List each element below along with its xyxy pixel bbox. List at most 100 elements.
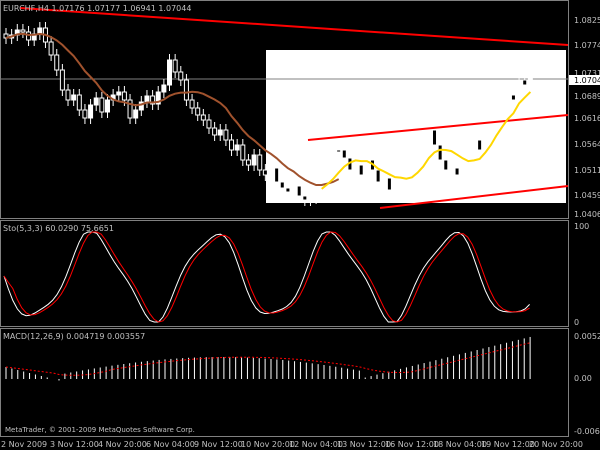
time-label: 20 Nov 20:00: [529, 440, 583, 449]
time-label: 6 Nov 04:00: [146, 440, 195, 449]
main-header: EURCHF,H4 1.07176 1.07177 1.06941 1.0704…: [3, 4, 191, 13]
price-label: 1.07740: [574, 41, 600, 50]
candle-body: [527, 74, 533, 86]
candle-body: [257, 154, 263, 171]
candle-body: [262, 169, 268, 176]
candle-body: [477, 139, 483, 151]
candle-body: [494, 107, 500, 116]
stoch-level-label: 0: [574, 318, 579, 327]
candle-body: [285, 187, 291, 193]
candle-body: [522, 79, 528, 86]
candle-body: [432, 129, 438, 146]
time-label: 19 Nov 12:00: [481, 440, 535, 449]
price-label: 1.04065: [574, 210, 600, 219]
candle-body: [65, 89, 71, 101]
candle-body: [471, 139, 477, 151]
candle-body: [364, 159, 370, 176]
time-label: 3 Nov 12:00: [50, 440, 99, 449]
candle-body: [386, 177, 392, 191]
candle-body: [336, 149, 342, 153]
candle-body: [409, 159, 415, 169]
candle-body: [482, 124, 488, 151]
candle-body: [223, 129, 229, 141]
candle-body: [505, 94, 511, 101]
candle-body: [167, 59, 173, 86]
candle-body: [291, 185, 297, 193]
selection-area[interactable]: [266, 50, 566, 203]
price-label: 1.06165: [574, 114, 600, 123]
candle-body: [234, 144, 240, 151]
candle-body: [415, 149, 421, 161]
candle-body: [375, 169, 381, 183]
channel-bottom-line: [379, 185, 569, 209]
time-label: 9 Nov 12:00: [194, 440, 243, 449]
time-label: 16 Nov 12:00: [385, 440, 439, 449]
candle-body: [178, 71, 184, 81]
candle-body: [510, 94, 516, 101]
candle-body: [307, 197, 313, 201]
price-scale: 1.08255 1.07740 1.07315 1.07044 1.06890 …: [569, 16, 600, 436]
stoch-header: Sto(5,3,3) 60.0290 75.6651: [3, 224, 114, 233]
candle-body: [212, 127, 218, 136]
price-label: 1.04590: [574, 191, 600, 200]
macd-histogram: [5, 336, 531, 381]
candle-body: [296, 185, 302, 197]
time-label: 10 Nov 20:00: [241, 440, 295, 449]
candle-body: [206, 119, 212, 129]
candle-body: [59, 69, 65, 91]
fast-moving-average: [321, 91, 532, 190]
candle-body: [443, 159, 449, 171]
candle-body: [76, 94, 82, 111]
candle-body: [127, 99, 133, 119]
candle-body: [195, 107, 201, 116]
candle-body: [88, 104, 94, 119]
candle-body: [251, 154, 257, 166]
time-axis: 2 Nov 2009 3 Nov 12:00 4 Nov 20:00 6 Nov…: [1, 440, 583, 449]
price-label: 1.05640: [574, 140, 600, 149]
candle-body: [104, 99, 110, 113]
macd-panel[interactable]: [0, 328, 569, 437]
candle-body: [20, 29, 26, 33]
candle-body: [279, 181, 285, 189]
candle-body: [229, 139, 235, 151]
candle-body: [324, 159, 330, 171]
channel-top-line: [307, 114, 569, 141]
main-price-panel[interactable]: [0, 0, 569, 219]
candle-body: [48, 41, 54, 56]
candle-body: [144, 95, 150, 103]
candle-body: [437, 144, 443, 161]
trend-lines[interactable]: [19, 7, 569, 209]
macd-level-label: 0.005260: [574, 332, 600, 341]
main-series-layer: [3, 22, 533, 206]
candle-body: [488, 114, 494, 126]
candle-body: [161, 84, 167, 93]
candle-body: [403, 167, 409, 179]
candle-body: [268, 167, 274, 176]
candle-body: [93, 97, 99, 106]
candle-body: [454, 167, 460, 176]
candle-body: [274, 167, 280, 183]
time-label: 4 Nov 20:00: [98, 440, 147, 449]
time-label: 12 Nov 04:00: [289, 440, 343, 449]
stoch-level-label: 100: [574, 222, 589, 231]
candle-body: [420, 134, 426, 151]
candle-body: [358, 164, 364, 176]
candle-body: [426, 129, 432, 136]
candle-body: [217, 129, 223, 136]
watermark: MetaTrader, © 2001-2009 MetaQuotes Softw…: [5, 426, 195, 434]
candle-body: [172, 59, 178, 73]
stochastic-panel[interactable]: [0, 220, 569, 327]
candle-body: [82, 109, 88, 119]
upper-trend-line: [19, 7, 569, 46]
candle-body: [54, 54, 60, 71]
panel-frames: [0, 0, 569, 437]
macd-level-label: 0.00: [574, 374, 592, 383]
price-label: 1.07315: [574, 69, 600, 78]
candle-body: [313, 179, 319, 199]
candle-body: [71, 94, 77, 101]
candle-body: [150, 95, 156, 105]
candle-body: [302, 195, 308, 201]
candle-body: [155, 91, 161, 105]
